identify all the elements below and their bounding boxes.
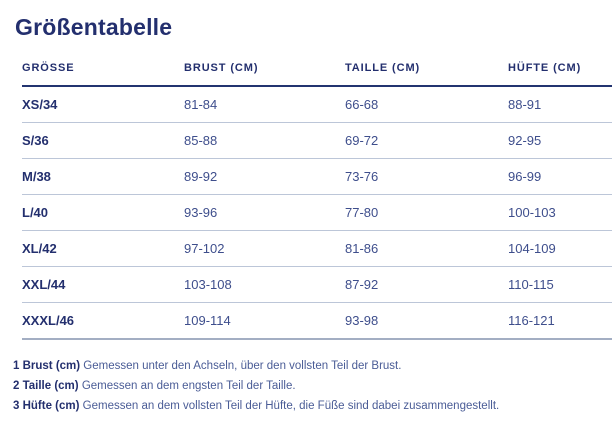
footnote-text: Gemessen an dem vollsten Teil der Hüfte,… (79, 400, 500, 412)
size-cell: S/36 (22, 122, 184, 159)
brust-cell: 93-96 (184, 194, 345, 231)
huefte-cell: 110-115 (508, 266, 612, 303)
table-row: XL/42 97-102 81-86 104-109 (22, 230, 612, 267)
huefte-cell: 104-109 (508, 230, 612, 267)
taille-cell: 69-72 (345, 122, 508, 159)
footnote-label: 3 Hüfte (cm) (13, 400, 80, 412)
taille-cell: 77-80 (345, 194, 508, 231)
size-cell: L/40 (22, 194, 184, 231)
footnote-text: Gemessen an dem engsten Teil der Taille. (78, 380, 296, 392)
taille-cell: 73-76 (345, 158, 508, 195)
table-header-row: GRÖSSE BRUST (CM) TAILLE (CM) HÜFTE (CM) (22, 41, 612, 87)
taille-cell: 87-92 (345, 266, 508, 303)
table-row: XXL/44 103-108 87-92 110-115 (22, 266, 612, 303)
taille-cell: 81-86 (345, 230, 508, 267)
footnotes: 1 Brust (cm) Gemessen unter den Achseln,… (13, 356, 612, 416)
size-cell: XXXL/46 (22, 302, 184, 340)
table-row: S/36 85-88 69-72 92-95 (22, 122, 612, 159)
huefte-cell: 88-91 (508, 86, 612, 123)
size-cell: XXL/44 (22, 266, 184, 303)
footnote-taille: 2 Taille (cm) Gemessen an dem engsten Te… (13, 376, 612, 396)
header-huefte: HÜFTE (CM) (508, 41, 612, 87)
header-taille: TAILLE (CM) (345, 41, 508, 87)
taille-cell: 93-98 (345, 302, 508, 340)
size-cell: M/38 (22, 158, 184, 195)
table-row: L/40 93-96 77-80 100-103 (22, 194, 612, 231)
huefte-cell: 100-103 (508, 194, 612, 231)
brust-cell: 81-84 (184, 86, 345, 123)
taille-cell: 66-68 (345, 86, 508, 123)
table-row: M/38 89-92 73-76 96-99 (22, 158, 612, 195)
footnote-label: 2 Taille (cm) (13, 380, 79, 392)
size-table: GRÖSSE BRUST (CM) TAILLE (CM) HÜFTE (CM)… (22, 41, 612, 340)
huefte-cell: 116-121 (508, 302, 612, 340)
page-title: Größentabelle (15, 14, 173, 40)
brust-cell: 103-108 (184, 266, 345, 303)
footnote-brust: 1 Brust (cm) Gemessen unter den Achseln,… (13, 356, 612, 376)
brust-cell: 89-92 (184, 158, 345, 195)
header-groesse: GRÖSSE (22, 41, 184, 87)
size-cell: XS/34 (22, 86, 184, 123)
table-row: XS/34 81-84 66-68 88-91 (22, 86, 612, 123)
table-row: XXXL/46 109-114 93-98 116-121 (22, 302, 612, 340)
footnote-text: Gemessen unter den Achseln, über den vol… (80, 360, 402, 372)
footnote-label: 1 Brust (cm) (13, 360, 81, 372)
huefte-cell: 96-99 (508, 158, 612, 195)
huefte-cell: 92-95 (508, 122, 612, 159)
size-cell: XL/42 (22, 230, 184, 267)
header-brust: BRUST (CM) (184, 41, 345, 87)
footnote-huefte: 3 Hüfte (cm) Gemessen an dem vollsten Te… (13, 396, 612, 416)
brust-cell: 109-114 (184, 302, 345, 340)
brust-cell: 97-102 (184, 230, 345, 267)
brust-cell: 85-88 (184, 122, 345, 159)
